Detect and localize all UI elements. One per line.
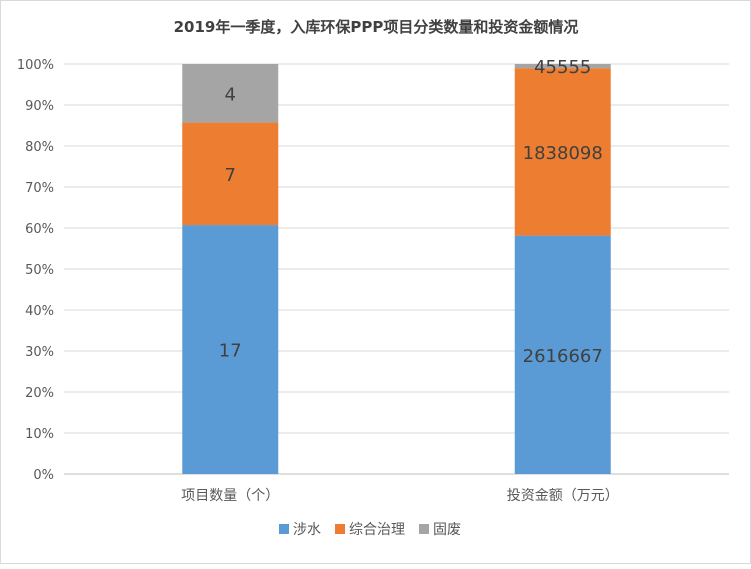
y-tick-label: 60% — [25, 222, 54, 237]
legend-swatch — [279, 524, 289, 534]
chart-title: 2019年一季度，入库环保PPP项目分类数量和投资金额情况 — [174, 18, 579, 36]
x-axis-labels: 项目数量（个） 投资金额（万元） — [181, 488, 619, 504]
y-tick-label: 20% — [25, 386, 54, 401]
y-tick-label: 80% — [25, 140, 54, 155]
data-label: 45555 — [534, 57, 591, 78]
data-label: 1838098 — [523, 143, 603, 164]
gridlines — [64, 63, 729, 475]
bar-segment — [514, 68, 611, 236]
data-label: 7 — [225, 165, 236, 186]
y-tick-label: 100% — [17, 58, 54, 73]
y-tick-label: 40% — [25, 304, 54, 319]
data-label: 17 — [219, 341, 242, 362]
legend-label: 固废 — [433, 522, 461, 538]
legend: 涉水 综合治理 固废 — [279, 522, 461, 538]
legend-swatch — [335, 524, 345, 534]
data-label: 2616667 — [523, 346, 603, 367]
y-tick-label: 50% — [25, 263, 54, 278]
y-tick-label: 30% — [25, 345, 54, 360]
bar-segment — [514, 235, 611, 474]
data-label: 4 — [225, 84, 236, 105]
x-tick-label: 项目数量（个） — [181, 488, 279, 504]
y-tick-label: 0% — [33, 468, 54, 483]
y-tick-label: 70% — [25, 181, 54, 196]
y-tick-label: 90% — [25, 99, 54, 114]
bar-segment — [182, 64, 279, 123]
bars: 17 7 4 2616667 1838098 45555 — [182, 57, 611, 474]
y-tick-label: 10% — [25, 427, 54, 442]
bar-segment — [182, 122, 279, 226]
legend-label: 涉水 — [293, 522, 321, 538]
bar-segment — [514, 64, 611, 69]
legend-label: 综合治理 — [349, 522, 405, 538]
legend-swatch — [419, 524, 429, 534]
x-tick-label: 投资金额（万元） — [507, 488, 619, 504]
y-axis-ticks: 0% 10% 20% 30% 40% 50% 60% 70% 80% 90% 100% — [17, 58, 54, 483]
bar-segment — [182, 225, 279, 474]
